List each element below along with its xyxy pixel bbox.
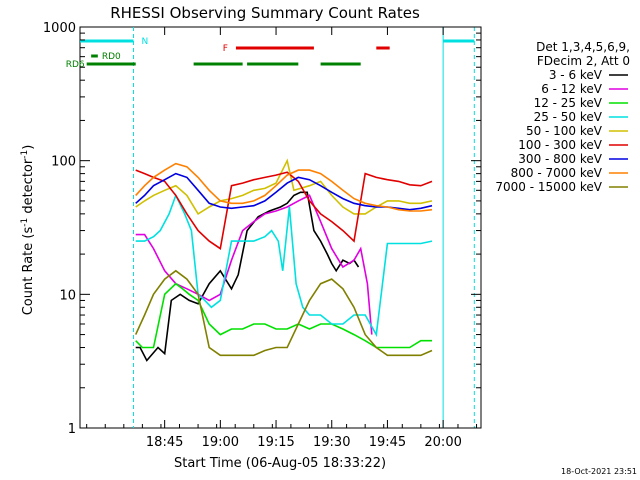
y-tick-label: 10 <box>59 288 76 303</box>
ylabel-sup-2: -1 <box>20 150 30 159</box>
y-axis-label: Count Rate (s-1 detector-1) <box>20 145 36 316</box>
plot-frame <box>79 26 482 429</box>
legend-label: 100 - 300 keV <box>518 138 602 152</box>
flag-label: N <box>141 37 148 47</box>
legend-label: 50 - 100 keV <box>526 124 603 138</box>
x-tick-label: 19:30 <box>313 435 350 450</box>
legend-header: FDecim 2, Att 0 <box>537 54 630 68</box>
series-line <box>135 162 433 212</box>
x-tick-label: 19:00 <box>202 435 239 450</box>
y-tick-label: 100 <box>51 155 76 170</box>
x-tick-label: 20:00 <box>424 435 461 450</box>
legend-label: 300 - 800 keV <box>518 152 602 166</box>
series-line <box>134 269 433 357</box>
legend-label: 800 - 7000 keV <box>511 166 603 180</box>
series-line <box>135 194 373 335</box>
x-tick-label: 19:45 <box>369 435 406 450</box>
x-tick-label: 18:45 <box>146 435 183 450</box>
flag-layer: N F RD0 RD6 <box>66 37 475 70</box>
legend-header: Det 1,3,4,5,6,9, <box>536 40 630 54</box>
series-line <box>135 169 433 250</box>
legend-label: 25 - 50 keV <box>534 110 603 124</box>
legend: Det 1,3,4,5,6,9,FDecim 2, Att 03 - 6 keV… <box>495 40 630 194</box>
plot-border <box>79 26 482 429</box>
chart-title: RHESSI Observing Summary Count Rates <box>110 4 420 22</box>
y-tick-label: 1 <box>68 422 76 437</box>
y-tick-label: 1000 <box>43 21 76 36</box>
series-line <box>135 158 433 216</box>
x-axis-label: Start Time (06-Aug-05 18:33:22) <box>174 456 386 471</box>
series-line <box>135 193 433 338</box>
series-line <box>135 282 432 349</box>
series-layer <box>134 158 433 362</box>
x-axis-ticks: 18:45 19:00 19:15 19:30 19:45 20:00 <box>86 27 478 450</box>
ylabel-part-3: ) <box>21 145 36 150</box>
flag-label: F <box>223 44 228 54</box>
timestamp: 18-Oct-2021 23:51 <box>561 467 637 476</box>
ylabel-part-1: Count Rate (s <box>21 227 36 316</box>
legend-label: 6 - 12 keV <box>541 82 603 96</box>
x-tick-label: 19:15 <box>257 435 294 450</box>
flag-label: RD0 <box>102 52 121 62</box>
legend-label: 3 - 6 keV <box>549 68 603 82</box>
ylabel-sup-1: -1 <box>20 218 30 227</box>
legend-label: 7000 - 15000 keV <box>495 180 602 194</box>
flag-label: RD6 <box>66 60 85 70</box>
ylabel-part-2: detector <box>21 158 36 218</box>
legend-label: 12 - 25 keV <box>534 96 603 110</box>
y-axis-ticks: 1 10 100 1000 <box>43 21 481 437</box>
